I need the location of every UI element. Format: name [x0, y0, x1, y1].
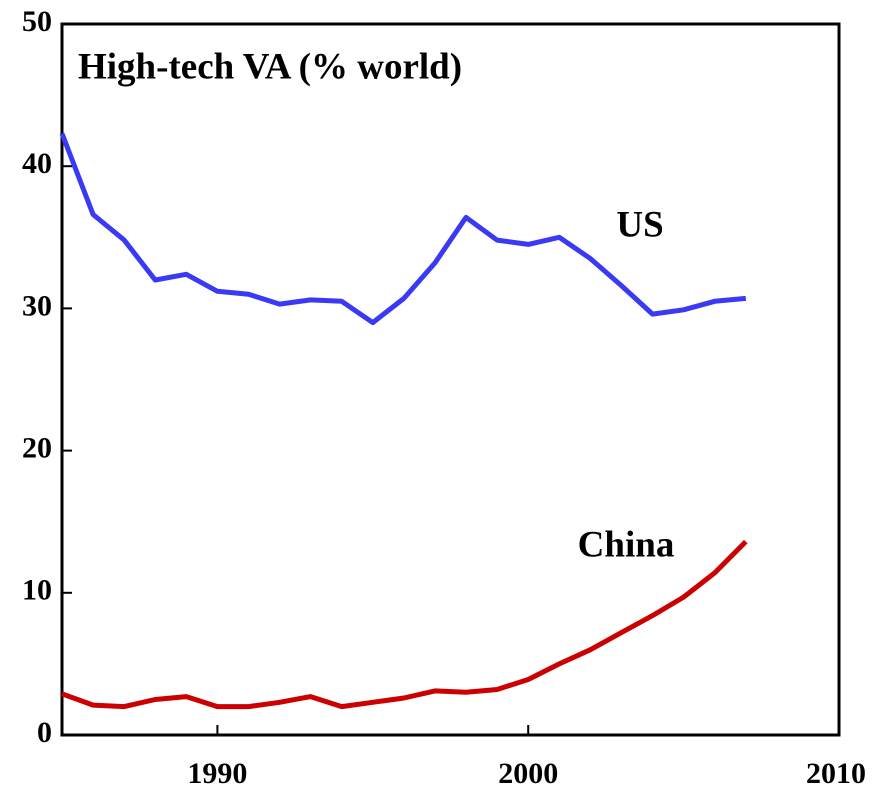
y-tick-label: 0: [37, 716, 52, 749]
series-label: US: [616, 204, 663, 245]
y-tick-label: 10: [22, 574, 52, 607]
series-label: China: [578, 524, 675, 565]
x-tick-label: 2000: [498, 757, 558, 790]
y-tick-label: 50: [22, 5, 52, 38]
x-tick-label: 2010: [806, 757, 866, 790]
y-tick-label: 40: [22, 147, 52, 180]
y-tick-label: 20: [22, 431, 52, 464]
x-tick-label: 1990: [187, 757, 247, 790]
series-line: [59, 132, 747, 326]
y-tick-label: 30: [22, 289, 52, 322]
series-line: [61, 539, 748, 710]
plot-frame: [60, 22, 841, 737]
chart-title: High-tech VA (% world): [78, 46, 462, 87]
